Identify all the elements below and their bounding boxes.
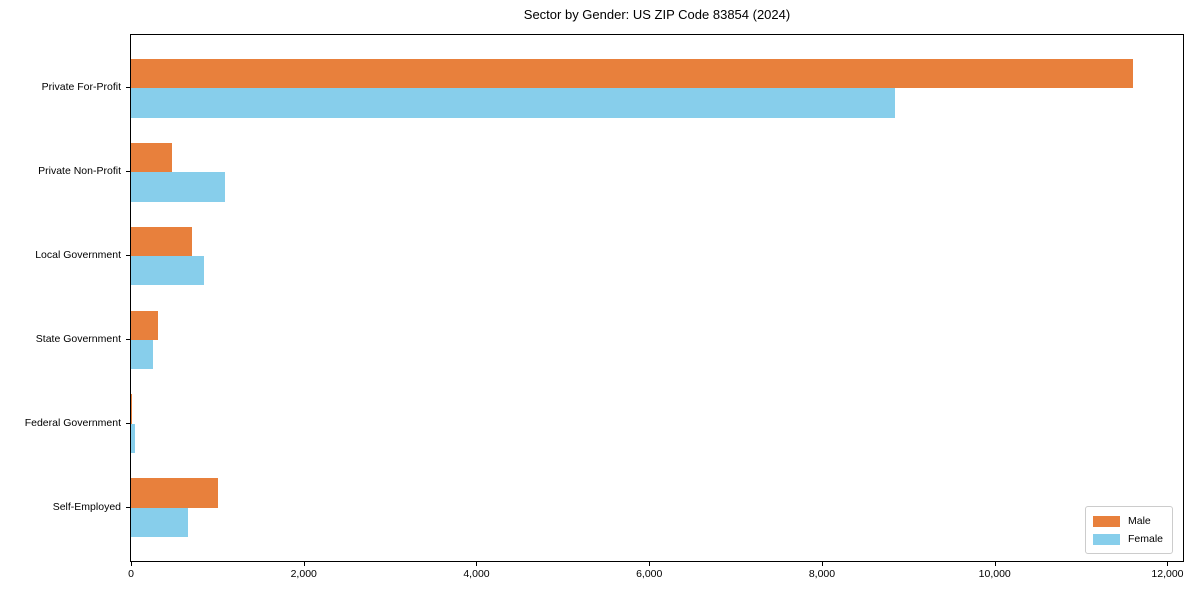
x-tick-mark <box>649 562 651 566</box>
y-tick-mark <box>126 338 130 340</box>
x-tick-label: 10,000 <box>978 568 1011 580</box>
x-tick-label: 2,000 <box>290 568 317 580</box>
bar-male-federal-government <box>131 394 132 424</box>
bar-female-local-government <box>131 256 204 286</box>
y-tick-mark <box>126 422 130 424</box>
legend-label: Male <box>1127 515 1151 527</box>
category-label: Private For-Profit <box>41 81 121 94</box>
y-tick-mark <box>126 87 130 89</box>
legend: Male Female <box>1084 506 1173 554</box>
x-tick-mark <box>994 562 996 566</box>
bar-female-private-non-profit <box>131 172 226 202</box>
bar-female-private-for-profit <box>131 88 896 118</box>
y-tick-mark <box>126 506 130 508</box>
y-tick-mark <box>126 255 130 257</box>
x-tick-label: 8,000 <box>808 568 836 580</box>
x-tick-mark <box>476 562 478 566</box>
bar-male-private-for-profit <box>131 58 1133 89</box>
x-tick-label: 4,000 <box>463 568 490 580</box>
bar-male-private-non-profit <box>131 142 173 173</box>
bar-male-state-government <box>131 310 158 340</box>
x-tick-mark <box>303 562 305 566</box>
bar-female-federal-government <box>131 423 135 454</box>
bar-male-self-employed <box>131 478 218 508</box>
bar-female-self-employed <box>131 507 188 538</box>
y-tick-mark <box>126 171 130 173</box>
category-label: Federal Government <box>24 416 121 429</box>
bar-female-state-government <box>131 339 154 370</box>
chart-title: Sector by Gender: US ZIP Code 83854 (202… <box>523 7 791 22</box>
x-tick-label: 12,000 <box>1151 568 1184 580</box>
category-label: Private Non-Profit <box>38 165 121 178</box>
x-tick-mark <box>821 562 823 566</box>
x-tick-label: 0 <box>128 568 134 580</box>
x-tick-mark <box>131 562 132 566</box>
category-label: Local Government <box>35 249 121 262</box>
female-color-swatch <box>1092 533 1120 545</box>
legend-label: Female <box>1127 533 1163 545</box>
male-color-swatch <box>1092 515 1120 527</box>
legend-entry-female: Female <box>1092 530 1163 548</box>
legend-entry-male: Male <box>1092 512 1163 530</box>
x-tick-label: 6,000 <box>636 568 663 580</box>
bar-male-local-government <box>131 226 192 257</box>
category-label: State Government <box>35 332 121 345</box>
plot-area: Male Female <box>130 34 1184 562</box>
category-label: Self-Employed <box>52 500 121 513</box>
x-tick-mark <box>1167 562 1169 566</box>
